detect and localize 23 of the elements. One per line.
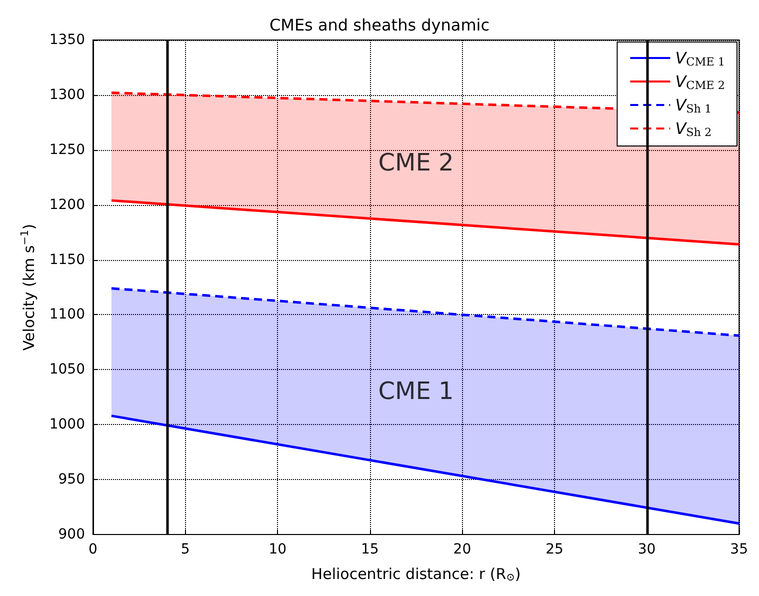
y-axis-title: Velocity (km s−1)	[19, 224, 38, 351]
y-tick-label: 1100	[49, 306, 85, 323]
y-tick-label: 1150	[49, 252, 85, 268]
x-tick-label: 35	[730, 542, 748, 558]
annotation: CME 2	[378, 148, 454, 177]
y-tick-label: 1000	[49, 416, 85, 433]
x-axis-title: Heliocentric distance: r (R⊙)	[311, 564, 521, 584]
y-tick-label: 1200	[49, 196, 85, 213]
y-tick-label: 1250	[49, 142, 85, 158]
y-tick-label: 1300	[49, 86, 85, 103]
x-tick-label: 0	[88, 542, 98, 558]
chart-title: CMEs and sheaths dynamic	[269, 16, 490, 34]
x-tick-label: 5	[180, 542, 190, 558]
x-tick-label: 30	[638, 542, 656, 558]
annotation: CME 1	[378, 376, 454, 405]
y-tick-label: 900	[58, 526, 85, 542]
x-tick-label: 15	[360, 542, 379, 558]
x-tick-label: 20	[453, 542, 472, 558]
y-tick-label: 950	[58, 472, 85, 488]
y-tick-label: 1050	[49, 362, 85, 378]
x-tick-label: 10	[268, 542, 287, 558]
x-tick-label: 25	[546, 542, 564, 558]
y-tick-label: 1350	[49, 32, 85, 48]
